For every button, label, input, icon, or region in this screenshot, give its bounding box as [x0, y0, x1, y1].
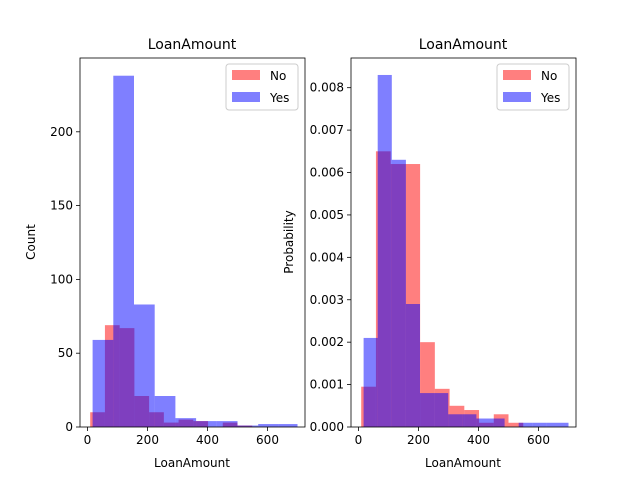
right-xtick-label-600: 600 — [527, 433, 550, 447]
left-axes-frame — [79, 57, 306, 428]
left-bar-yes-8 — [258, 424, 279, 427]
right-legend-label-yes: Yes — [540, 91, 560, 105]
right-ytick-label-4: 0.004 — [310, 250, 344, 264]
left-bar-yes-2 — [134, 304, 155, 427]
left-xtick-label-400: 400 — [196, 433, 219, 447]
right-bars — [361, 74, 569, 428]
right-subplot: 0 200 400 600 0.000 0.001 0.002 0.003 0.004 0.005… — [282, 37, 577, 470]
left-legend-swatch-yes — [232, 92, 260, 102]
right-xtick-label-0: 0 — [355, 433, 363, 447]
right-axes: 0 200 400 600 0.000 0.001 0.002 0.003 0.004 0.005… — [310, 57, 577, 447]
left-xtick-label-600: 600 — [256, 433, 279, 447]
right-bar-yes-4 — [420, 393, 435, 427]
right-legend-swatch-yes — [503, 92, 531, 102]
right-ytick-label-6: 0.006 — [310, 166, 344, 180]
left-ytick-label-0: 0 — [65, 420, 73, 434]
right-legend: No Yes — [496, 63, 570, 111]
left-bar-yes-4 — [175, 418, 197, 427]
left-ytick-label-4: 200 — [50, 125, 73, 139]
left-legend-swatch-no — [232, 70, 260, 80]
right-bar-yes-12 — [532, 422, 547, 427]
left-ytick-label-3: 150 — [50, 199, 73, 213]
left-ytick-label-1: 50 — [58, 346, 73, 360]
left-bars — [90, 75, 298, 428]
right-bar-yes-0 — [363, 337, 378, 427]
right-bar-no-10 — [508, 422, 524, 427]
left-bar-yes-6 — [216, 421, 238, 427]
left-bar-yes-3 — [154, 396, 176, 427]
right-bar-yes-7 — [462, 414, 477, 427]
right-ytick-label-2: 0.002 — [310, 335, 344, 349]
left-legend-label-no: No — [270, 69, 286, 83]
right-ytick-label-3: 0.003 — [310, 293, 344, 307]
right-bar-yes-5 — [434, 393, 449, 427]
right-ytick-label-7: 0.007 — [310, 123, 344, 137]
right-axes-frame — [350, 57, 577, 428]
left-legend-label-yes: Yes — [269, 91, 289, 105]
right-ytick-label-0: 0.000 — [310, 420, 344, 434]
right-bar-yes-6 — [448, 414, 463, 427]
right-legend-swatch-no — [503, 70, 531, 80]
left-legend: No Yes — [225, 63, 299, 111]
right-title: LoanAmount — [419, 37, 508, 53]
right-bar-yes-2 — [391, 159, 406, 428]
left-xlabel: LoanAmount — [154, 456, 230, 470]
right-xlabel: LoanAmount — [425, 456, 501, 470]
right-ylabel: Probability — [282, 210, 296, 273]
left-axes: 0 200 400 600 0 50 100 150 200 — [50, 57, 306, 447]
left-subplot: 0 200 400 600 0 50 100 150 200 LoanAmount LoanAm… — [24, 37, 306, 470]
right-xtick-label-200: 200 — [407, 433, 430, 447]
left-ylabel: Count — [24, 224, 38, 260]
right-bar-yes-11 — [518, 422, 533, 427]
right-legend-label-no: No — [541, 69, 557, 83]
left-xtick-label-0: 0 — [84, 433, 92, 447]
right-ytick-label-8: 0.008 — [310, 81, 344, 95]
left-bar-yes-0 — [92, 339, 114, 427]
right-bar-yes-8 — [476, 418, 491, 427]
left-bar-yes-1 — [113, 75, 134, 428]
left-bar-yes-5 — [196, 421, 217, 427]
right-ytick-label-5: 0.005 — [310, 208, 344, 222]
right-bar-yes-1 — [377, 74, 392, 427]
right-bar-yes-3 — [405, 304, 420, 427]
left-title: LoanAmount — [148, 37, 237, 53]
right-xtick-label-400: 400 — [467, 433, 490, 447]
right-bar-yes-9 — [490, 418, 505, 427]
right-bar-yes-13 — [546, 422, 569, 427]
right-ytick-label-1: 0.001 — [310, 378, 344, 392]
left-bar-yes-7 — [237, 425, 259, 427]
left-bar-yes-9 — [278, 424, 298, 427]
left-ytick-label-2: 100 — [50, 272, 73, 286]
left-xtick-label-200: 200 — [136, 433, 159, 447]
